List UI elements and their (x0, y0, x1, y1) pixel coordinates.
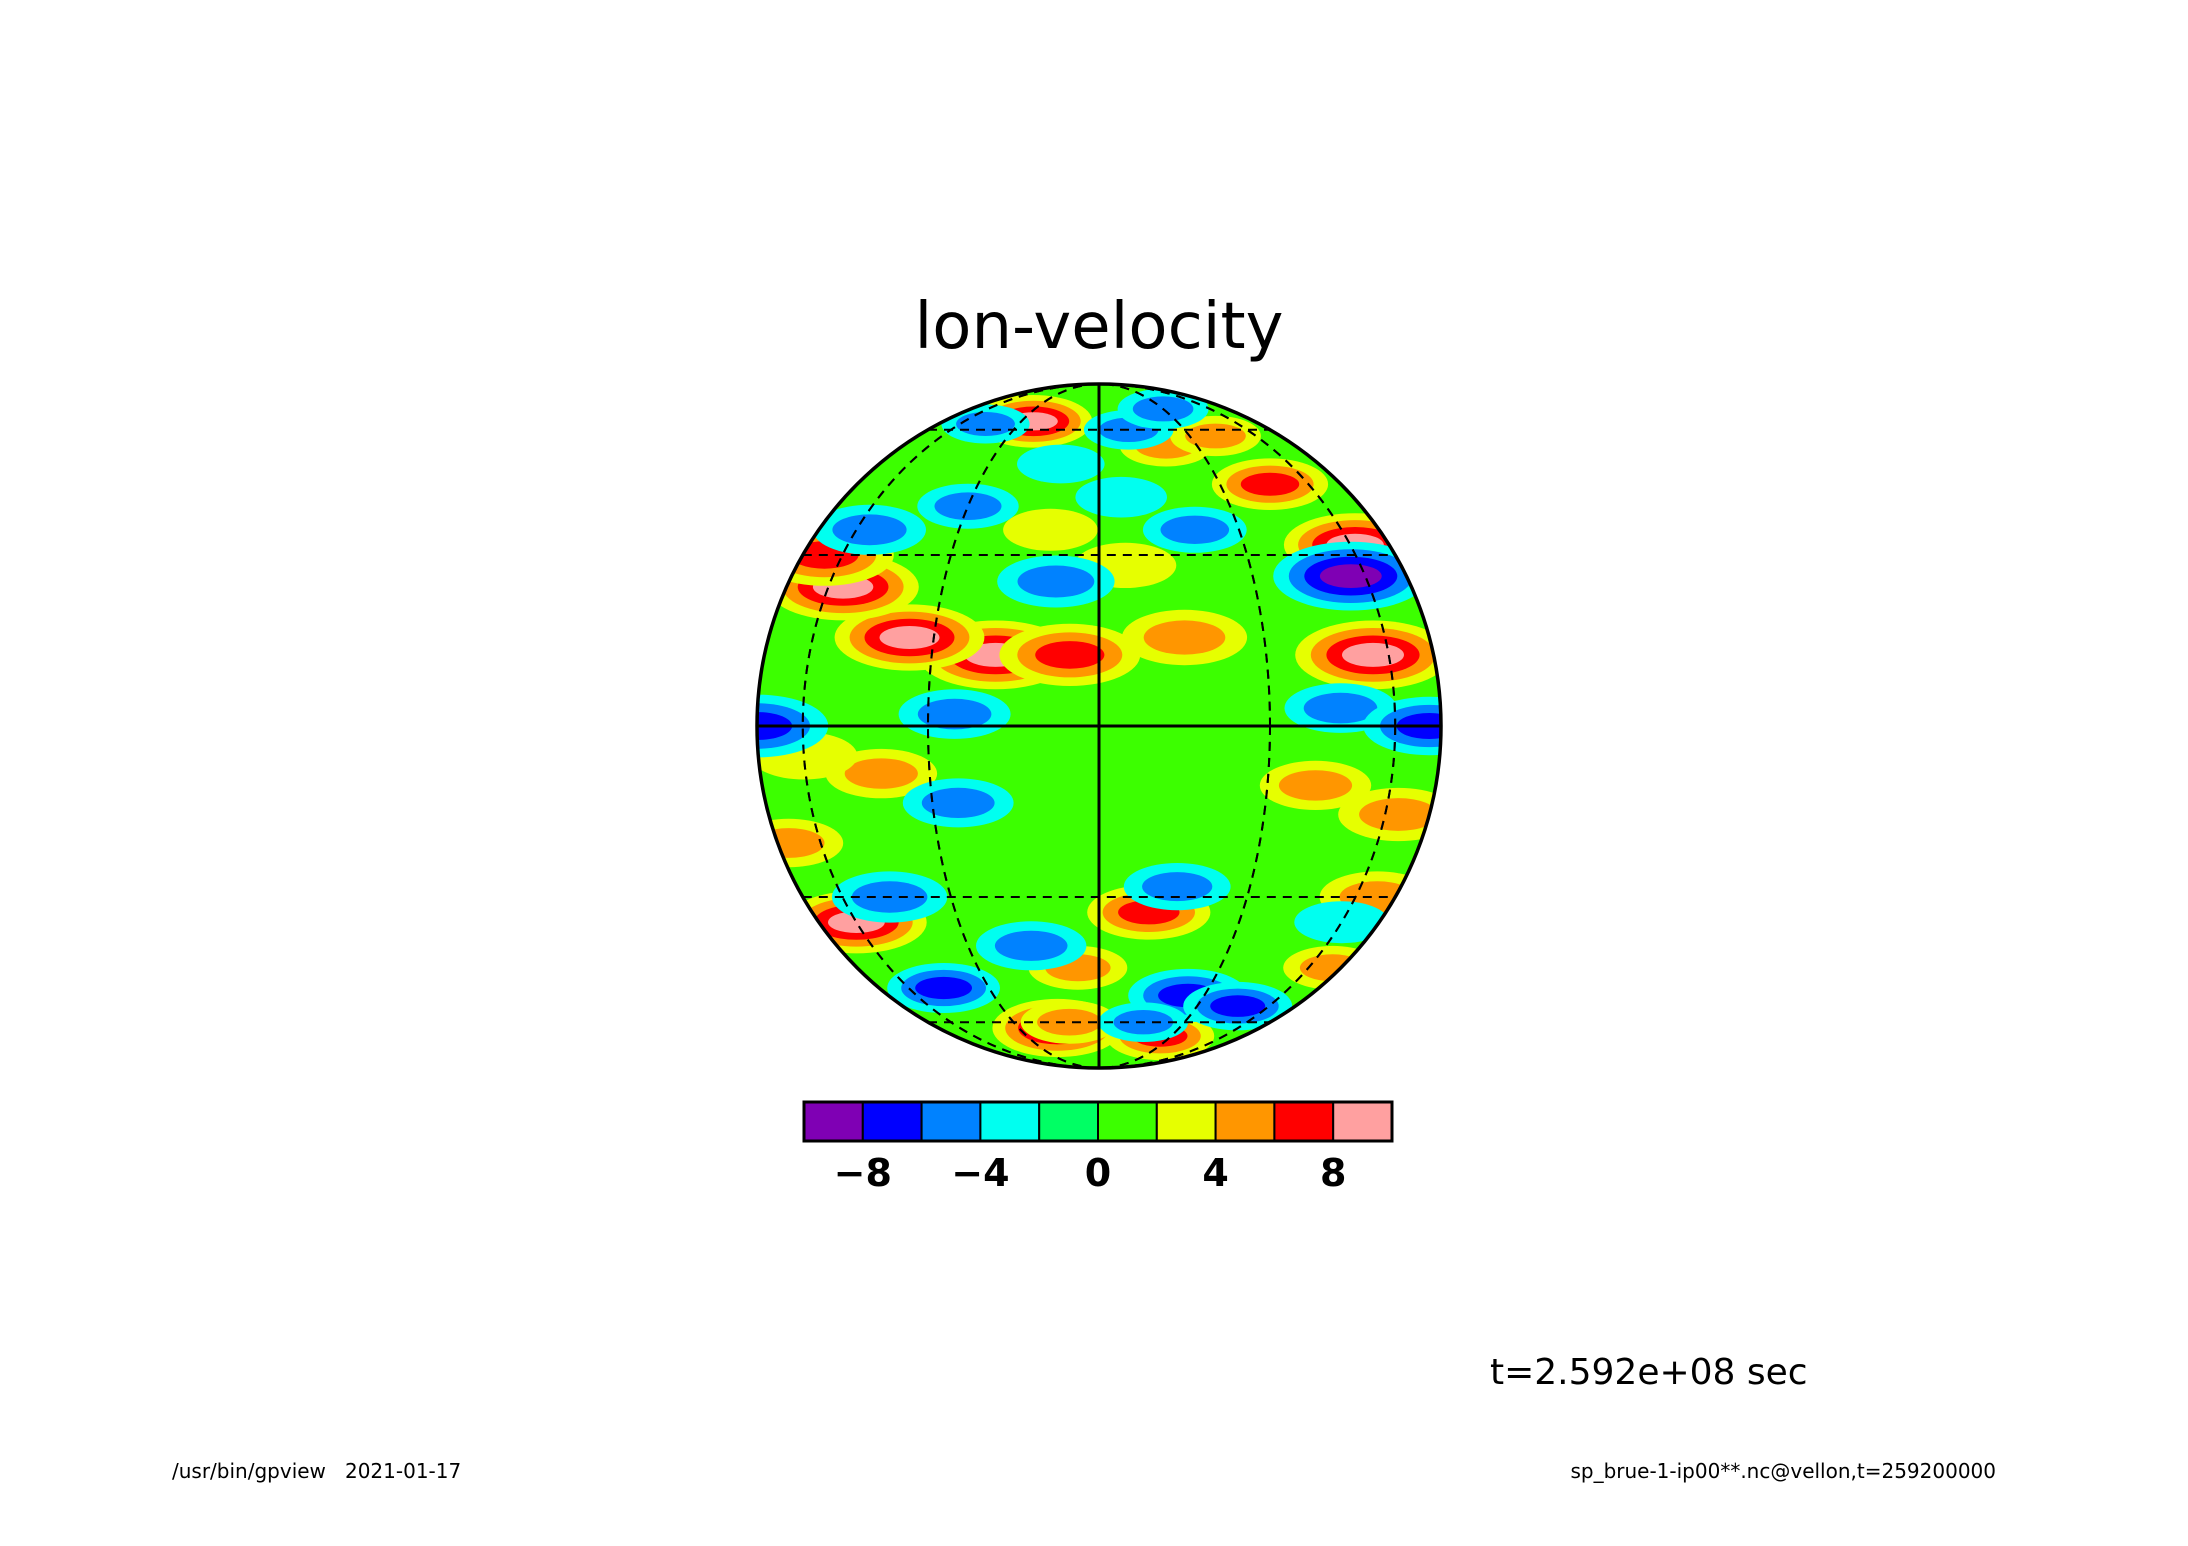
field-contour-band (1240, 472, 1300, 496)
field-blob (1123, 863, 1231, 911)
colorbar-swatch (1155, 1101, 1217, 1142)
colorbar-swatch (861, 1101, 923, 1142)
field-contour-band (1303, 692, 1378, 724)
field-blob (1142, 506, 1247, 553)
field-contour-band (994, 930, 1068, 961)
footer-right: sp_brue-1-ip00**.nc@vellon,t=259200000 (1570, 1459, 1996, 1483)
field-blob (1295, 620, 1441, 690)
colorbar-boxes (803, 1101, 1393, 1142)
colorbar-swatch (1332, 1101, 1393, 1142)
field-blob (898, 689, 1011, 739)
field-contour-band (956, 412, 1015, 436)
field-contour-band (1342, 642, 1404, 667)
field-blob (1283, 945, 1382, 990)
field-blob (1020, 1000, 1118, 1044)
field-contour-band (1142, 872, 1213, 902)
field-blob (975, 921, 1087, 971)
globe-plot (755, 382, 1443, 1070)
field-blob (1211, 458, 1329, 511)
field-contour-band (1017, 444, 1105, 484)
field-contour-band (1143, 620, 1226, 655)
colorbar-tick-label: −8 (834, 1151, 892, 1195)
chart-title: lon-velocity (915, 290, 1284, 364)
field-contour-band (1359, 798, 1438, 831)
field-contour-band (921, 787, 995, 819)
footer-left: /usr/bin/gpview 2021-01-17 (172, 1459, 461, 1483)
field-blob (1259, 760, 1372, 811)
colorbar-tick-label: 4 (1202, 1151, 1228, 1195)
field-blob (834, 604, 985, 671)
colorbar-frame (802, 1100, 1394, 1143)
field-contour-band (1294, 901, 1389, 944)
colorbar-swatch (803, 1101, 864, 1142)
field-contour-band (1160, 515, 1230, 544)
field-contour-band (844, 758, 918, 789)
field-contour-band (1035, 641, 1105, 669)
field-contour-band (1075, 476, 1167, 518)
field-blob (941, 404, 1030, 444)
colorbar-swatch (979, 1101, 1041, 1142)
colorbar-swatch (1038, 1101, 1099, 1142)
colorbar-swatch (1214, 1101, 1276, 1142)
field-contour-band (1278, 770, 1353, 801)
colorbar-tick-label: −4 (951, 1151, 1009, 1195)
field-contour-band (1003, 508, 1098, 551)
colorbar-tick-label: 0 (1085, 1151, 1111, 1195)
field-blob (1273, 541, 1429, 611)
field-blob (1003, 508, 1098, 551)
field-blob (813, 504, 926, 555)
colorbar: −8 −4 0 4 8 (802, 1100, 1394, 1195)
colorbar-tick-label: 8 (1320, 1151, 1346, 1195)
colorbar-swatch (920, 1101, 982, 1142)
colorbar-swatch (1273, 1101, 1335, 1142)
field-contour-band (1017, 565, 1095, 598)
field-blob (1121, 609, 1248, 666)
field-contour-band (915, 976, 972, 1000)
globe-outline (755, 382, 1443, 1070)
field-blob (999, 623, 1141, 687)
field-contour-band (879, 626, 940, 649)
time-label: t=2.592e+08 sec (1490, 1352, 1808, 1393)
field-blob (1017, 444, 1105, 484)
field-blob (1294, 901, 1389, 944)
field-blob (917, 483, 1019, 529)
field-contour-band (1319, 564, 1382, 588)
field-blob (1183, 981, 1293, 1031)
field-contour-band (934, 492, 1002, 520)
field-contour-band (1210, 995, 1266, 1017)
field-blob (887, 963, 1000, 1013)
field-contour-band (917, 698, 992, 730)
colorbar-swatch (1097, 1101, 1158, 1142)
field-contour-band (1185, 423, 1246, 449)
field-contour-band (757, 828, 825, 858)
field-blob (1075, 476, 1167, 518)
field-blob (997, 555, 1115, 608)
field-contour-band (1037, 1008, 1102, 1036)
field-blob (902, 778, 1014, 828)
field-contour-band (832, 514, 907, 546)
colorbar-ticks: −8 −4 0 4 8 (834, 1151, 1347, 1195)
